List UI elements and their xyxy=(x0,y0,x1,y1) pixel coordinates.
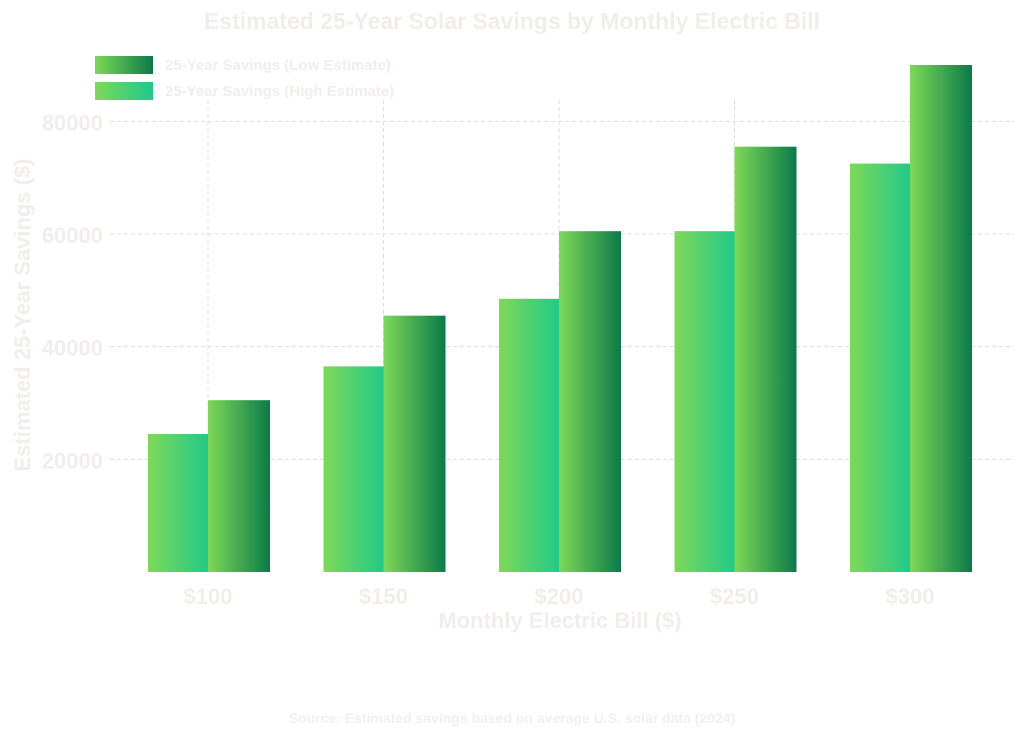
source-note: Source: Estimated savings based on avera… xyxy=(288,710,736,726)
y-tick-label: 20000 xyxy=(42,448,103,473)
bar-low-0 xyxy=(148,433,210,572)
y-axis-title: Estimated 25-Year Savings ($) xyxy=(10,158,35,471)
bar-high-0 xyxy=(208,400,270,572)
x-tick-label: $250 xyxy=(710,584,759,609)
legend-swatch-low xyxy=(95,56,153,74)
bar-high-2 xyxy=(559,231,621,572)
y-tick-label: 80000 xyxy=(42,110,103,135)
x-tick-label: $300 xyxy=(886,584,935,609)
bar-high-1 xyxy=(383,315,446,572)
bar-high-3 xyxy=(734,146,797,572)
x-tick-label: $100 xyxy=(184,584,233,609)
legend-swatch-high xyxy=(95,82,153,100)
axis-labels: 20000 40000 60000 80000 $100 $150 $200 $250 $300… xyxy=(10,110,934,633)
x-axis-title: Monthly Electric Bill ($) xyxy=(438,608,681,633)
bar-low-4 xyxy=(850,163,912,573)
bar-low-3 xyxy=(674,231,737,572)
x-tick-label: $150 xyxy=(359,584,408,609)
x-tick-label: $200 xyxy=(535,584,584,609)
y-tick-label: 40000 xyxy=(42,336,103,361)
chart-title: Estimated 25-Year Solar Savings by Month… xyxy=(203,8,821,34)
legend-item-high: 25-Year Savings (High Estimate) xyxy=(95,78,394,104)
bar-high-4 xyxy=(910,65,972,572)
legend-item-low: 25-Year Savings (Low Estimate) xyxy=(95,52,394,78)
bars xyxy=(148,65,972,573)
bar-low-2 xyxy=(499,298,561,572)
chart-legend: 25-Year Savings (Low Estimate) 25-Year S… xyxy=(95,52,394,104)
legend-label-low: 25-Year Savings (Low Estimate) xyxy=(165,56,391,74)
bar-low-1 xyxy=(323,366,386,572)
y-tick-label: 60000 xyxy=(42,223,103,248)
legend-label-high: 25-Year Savings (High Estimate) xyxy=(165,82,395,100)
